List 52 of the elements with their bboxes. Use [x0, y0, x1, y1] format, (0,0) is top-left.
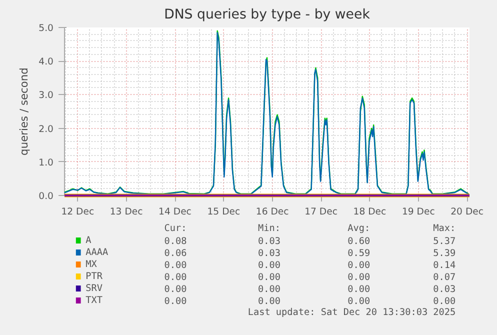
legend-label: AAAA	[86, 247, 109, 258]
text: 0.06	[164, 248, 188, 259]
text: 0.07	[433, 272, 456, 283]
text: 0.00	[348, 260, 370, 271]
text: Min:	[258, 223, 280, 234]
y-tick-label: 2.0	[38, 124, 54, 135]
x-tick-label: 19 Dec	[402, 206, 435, 218]
legend-label: SRV	[86, 283, 103, 294]
x-tick-label: 20 Dec	[450, 206, 484, 218]
chart-title: DNS queries by type - by week	[164, 8, 370, 22]
text: 0.00	[164, 272, 188, 283]
y-tick-label: 1.0	[38, 157, 54, 168]
text: 0.00	[258, 272, 281, 283]
legend-label: PTR	[86, 271, 103, 282]
text: 5.39	[433, 248, 456, 259]
y-axis-title: queries / second	[18, 68, 31, 156]
x-tick-label: 18 Dec	[353, 206, 386, 218]
text: 0.00	[258, 260, 281, 271]
text: 5.37	[433, 236, 456, 247]
text: 0.03	[258, 248, 280, 259]
y-tick-label: 5.0	[38, 23, 54, 34]
y-tick-label: 0.0	[38, 191, 54, 202]
text: 0.00	[258, 296, 281, 307]
text: 0.60	[348, 236, 370, 247]
text: 0.00	[433, 296, 456, 307]
x-tick-label: 14 Dec	[158, 206, 192, 218]
text: 0.59	[348, 248, 370, 259]
text: 0.08	[164, 236, 188, 247]
legend-label: MX	[86, 259, 98, 270]
text: 0.03	[258, 236, 280, 247]
text: 0.00	[348, 272, 370, 283]
x-tick-label: 15 Dec	[207, 206, 240, 218]
x-tick-label: 13 Dec	[110, 206, 143, 218]
text: 0.03	[433, 284, 456, 295]
legend-label: A	[86, 235, 92, 246]
x-tick-label: 16 Dec	[256, 206, 289, 218]
text: 0.14	[433, 260, 456, 271]
text: 0.00	[164, 260, 188, 271]
y-tick-label: 4.0	[38, 56, 54, 68]
text: 0.00	[164, 284, 188, 295]
text: Avg:	[348, 223, 370, 234]
y-tick-label: 3.0	[38, 90, 54, 102]
text: Last update: Sat Dec 20 13:30:03 2025	[248, 307, 456, 318]
x-tick-label: 17 Dec	[304, 206, 338, 218]
text: 0.00	[164, 296, 188, 307]
x-tick-label: 12 Dec	[61, 206, 94, 218]
text: 0.00	[258, 284, 281, 295]
text: Cur:	[164, 223, 187, 234]
legend-label: TXT	[86, 295, 103, 306]
text: 0.00	[348, 296, 370, 307]
text: 0.00	[348, 284, 370, 295]
text: Max:	[433, 223, 456, 234]
